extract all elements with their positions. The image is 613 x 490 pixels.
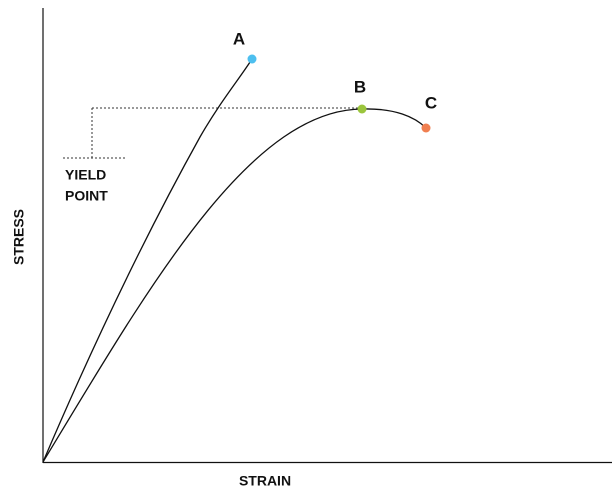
point-marker [247, 54, 257, 64]
y-axis-label: STRESS [11, 209, 27, 265]
curve-bc [42, 108, 427, 463]
point-label: B [354, 77, 366, 96]
x-axis-label: STRAIN [239, 473, 291, 489]
point-label: A [233, 29, 245, 48]
point-label: C [425, 93, 437, 112]
point-marker [357, 104, 367, 114]
curve-a [42, 58, 253, 463]
yield-guide [63, 107, 362, 159]
point-marker [421, 123, 431, 133]
annotation-line: POINT [65, 188, 108, 204]
annotation-line: YIELD [65, 167, 106, 183]
